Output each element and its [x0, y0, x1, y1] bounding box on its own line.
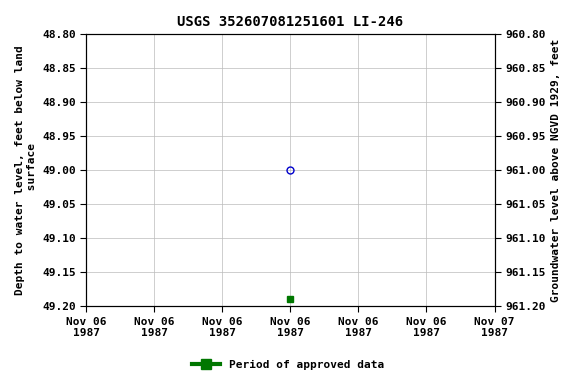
Y-axis label: Depth to water level, feet below land
 surface: Depth to water level, feet below land su… [15, 45, 37, 295]
Y-axis label: Groundwater level above NGVD 1929, feet: Groundwater level above NGVD 1929, feet [551, 39, 561, 302]
Title: USGS 352607081251601 LI-246: USGS 352607081251601 LI-246 [177, 15, 403, 29]
Legend: Period of approved data: Period of approved data [188, 356, 388, 375]
